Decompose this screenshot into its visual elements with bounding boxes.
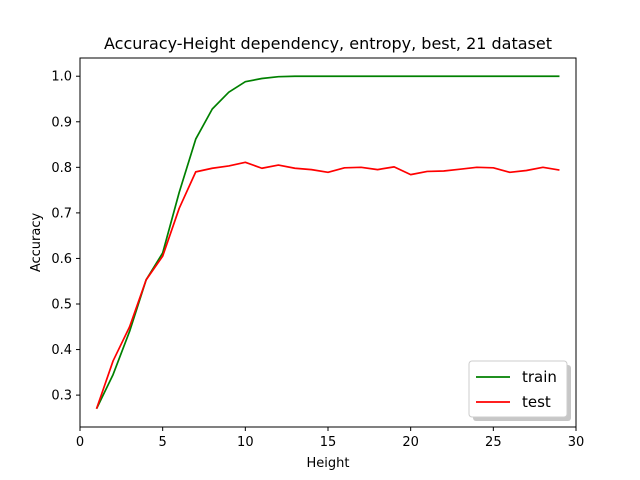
series-line-train xyxy=(95,75,560,410)
legend-box xyxy=(468,360,568,418)
x-axis-ticks: 0 5 10 15 20 25 30 xyxy=(76,427,584,450)
y-tick-label: 0.4 xyxy=(51,343,72,358)
y-axis-ticks: 0.3 0.4 0.5 0.6 0.7 0.8 0.9 1.0 xyxy=(51,70,80,404)
legend-label-train: train xyxy=(522,368,557,386)
x-tick-label: 25 xyxy=(485,435,502,450)
legend: train test xyxy=(468,360,571,421)
y-tick-label: 0.8 xyxy=(51,161,72,176)
x-tick-label: 5 xyxy=(159,435,167,450)
y-tick-label: 0.7 xyxy=(51,206,72,221)
x-tick-label: 15 xyxy=(320,435,337,450)
y-tick-label: 0.6 xyxy=(51,252,72,267)
chart-title: Accuracy-Height dependency, entropy, bes… xyxy=(104,34,552,53)
x-tick-label: 10 xyxy=(237,435,254,450)
y-tick-label: 0.3 xyxy=(51,389,72,404)
legend-label-test: test xyxy=(522,393,551,411)
x-tick-label: 0 xyxy=(76,435,84,450)
plot-lines xyxy=(95,75,560,410)
y-tick-label: 0.5 xyxy=(51,298,72,313)
y-tick-label: 1.0 xyxy=(51,70,72,85)
y-tick-label: 0.9 xyxy=(51,115,72,130)
x-tick-label: 30 xyxy=(568,435,585,450)
x-axis-label: Height xyxy=(307,456,350,471)
x-tick-label: 20 xyxy=(402,435,419,450)
series-line-test xyxy=(95,161,560,410)
y-axis-label: Accuracy xyxy=(29,213,44,273)
